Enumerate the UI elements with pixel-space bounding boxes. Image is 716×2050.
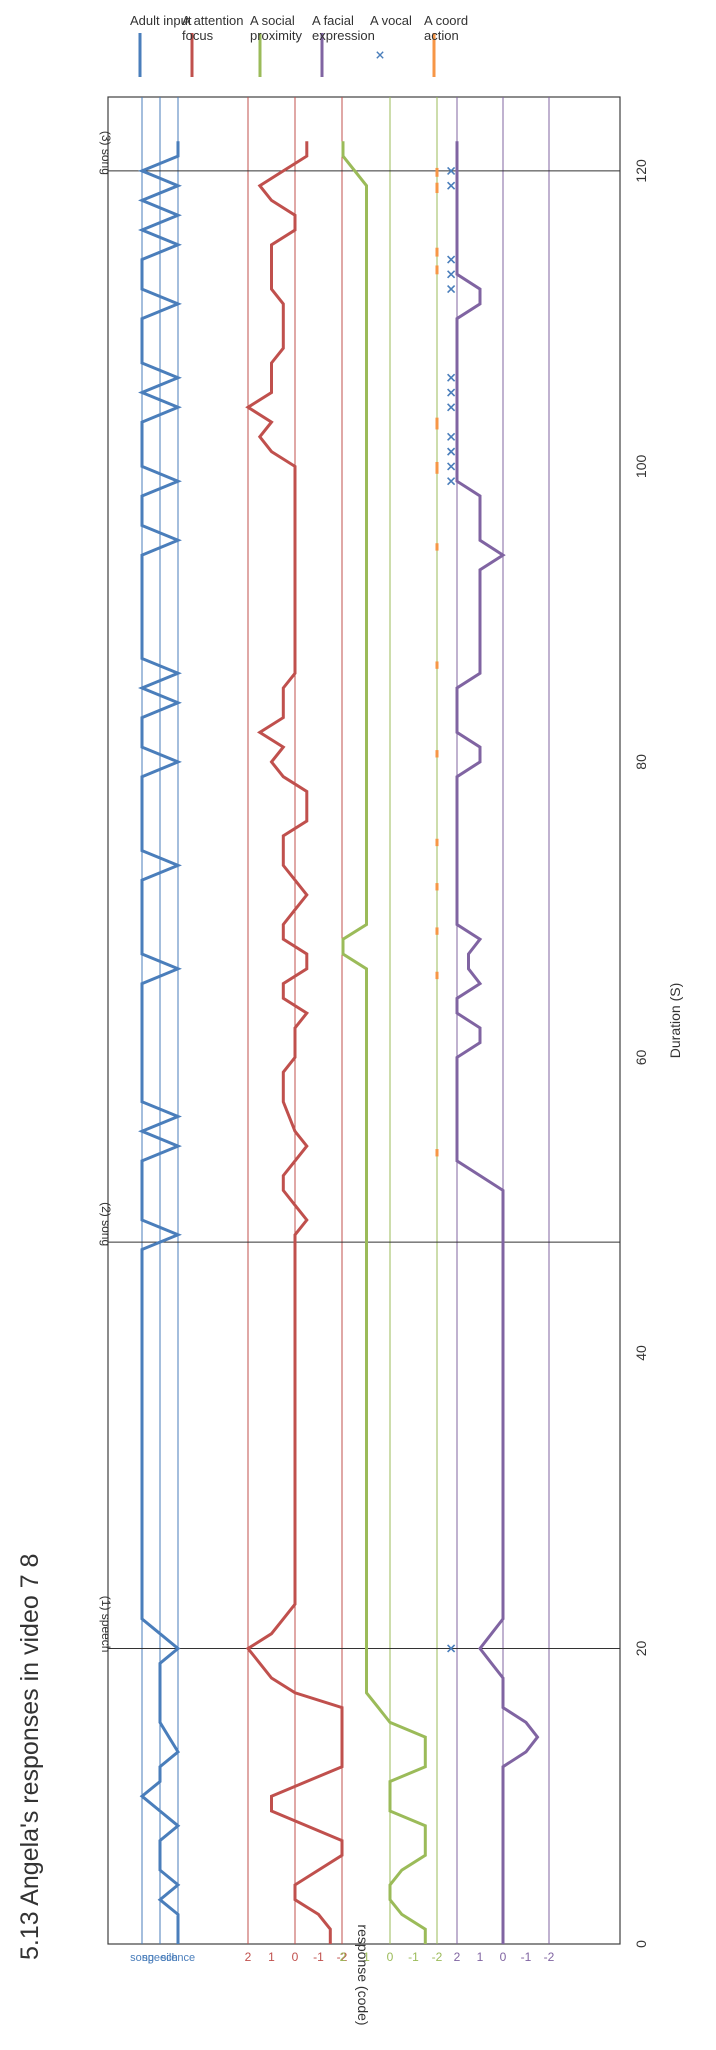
series-line: [455, 141, 540, 1944]
scatter-point: [447, 285, 456, 294]
gridlines: [141, 97, 550, 1944]
y-tick-label: 1: [477, 1950, 484, 1964]
legend-label: A coord action: [424, 13, 468, 43]
y-tick-label: -1: [521, 1950, 532, 1964]
series-line: [138, 141, 182, 1944]
x-tick-label: 0: [633, 1940, 649, 1948]
x-tick-label: 40: [633, 1345, 649, 1361]
legend-swatch: [376, 51, 384, 59]
y-tick-label: song: [130, 1952, 154, 1964]
legend-label: A social proximity: [250, 13, 303, 43]
chart-title: 5.13 Angela's responses in video 7 8: [16, 1554, 44, 1960]
plot-frame: [107, 96, 621, 1945]
legend-label: Adult input: [130, 13, 192, 28]
scatter-point: [447, 388, 456, 397]
scatter-point: [447, 477, 456, 486]
scatter-point: [447, 270, 456, 279]
rotated-plot-group: 5.13 Angela's responses in video 7 8 (1)…: [16, 13, 683, 2026]
event-marker-label: (3) song: [99, 131, 113, 175]
x-tick-label: 100: [633, 455, 649, 479]
series-line: [341, 141, 427, 1944]
y-tick-label: -2: [432, 1950, 443, 1964]
y-tick-label: silence: [161, 1952, 195, 1964]
legend-label: A vocal: [370, 13, 412, 28]
y-tick-label: 2: [454, 1950, 461, 1964]
legend-label: A attention focus: [182, 13, 243, 43]
y-tick-label: -2: [544, 1950, 555, 1964]
legend-label: A facial expression: [312, 13, 375, 43]
x-tick-label: 60: [633, 1049, 649, 1065]
y-tick-label: 2: [245, 1950, 252, 1964]
y-tick-label: -1: [313, 1950, 324, 1964]
x-axis-label: Duration (S): [667, 983, 683, 1058]
event-marker-label: (1) speech: [99, 1596, 113, 1653]
series-line: [245, 141, 344, 1944]
y-axis-label: response (code): [355, 1924, 371, 2025]
x-tick-label: 20: [633, 1640, 649, 1656]
scatter-point: [447, 462, 456, 471]
scatter-point: [447, 432, 456, 441]
y-tick-label: 1: [268, 1950, 275, 1964]
y-tick-label: 0: [387, 1950, 394, 1964]
y-tick-label: 0: [500, 1950, 507, 1964]
series-lines: [138, 141, 540, 1944]
scatter-point: [447, 166, 456, 175]
y-tick-label: -1: [408, 1950, 419, 1964]
scatter-point: [447, 447, 456, 456]
y-tick-label: 2: [340, 1950, 347, 1964]
event-marker-label: (2) song: [99, 1202, 113, 1246]
scatter-point: [447, 255, 456, 264]
scatter-point: [447, 181, 456, 190]
y-tick-label: -2: [337, 1950, 348, 1964]
y-tick-label: speech: [142, 1952, 177, 1964]
y-tick-label: 0: [292, 1950, 299, 1964]
x-tick-labels: 0 20 40 60 80 100 120: [633, 159, 649, 1948]
scatter-point: [447, 403, 456, 412]
event-markers: (1) speech (2) song (3) song: [99, 131, 620, 1653]
scatter-point: [447, 1644, 456, 1653]
scatter-point: [447, 373, 456, 382]
x-tick-label: 120: [633, 159, 649, 183]
x-tick-label: 80: [633, 754, 649, 770]
y-tick-label: 1: [363, 1950, 370, 1964]
